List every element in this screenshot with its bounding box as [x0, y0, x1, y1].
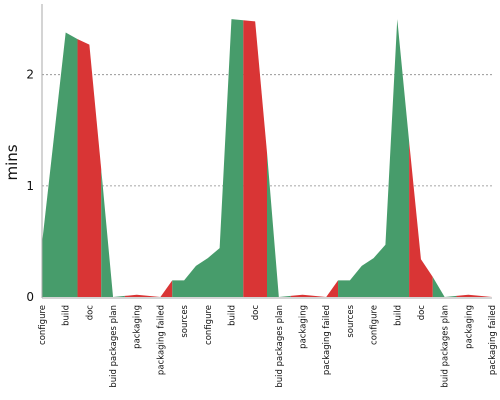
area-segment-failed [124, 280, 173, 297]
y-tick-labels: 0 1 2 [26, 68, 34, 304]
x-tick-label: buid packages plan [441, 305, 451, 388]
y-tick-label: 0 [26, 290, 34, 304]
x-tick-label: packaging failed [156, 305, 166, 375]
x-tick-label: configure [38, 305, 48, 345]
axes [41, 4, 492, 299]
x-tick-label: packaging failed [488, 305, 498, 375]
area-segments [42, 19, 492, 298]
area-segment-success [432, 276, 457, 297]
x-tick-label: sources [346, 304, 356, 337]
x-tick-label: build [62, 305, 72, 326]
x-tick-labels: configure build doc buid packages plan packa… [38, 304, 498, 387]
x-tick-label: build [227, 305, 237, 326]
area-segment-failed [456, 294, 492, 297]
y-tick-label: 1 [26, 179, 34, 193]
x-tick-label: configure [204, 305, 214, 345]
area-segment-success [338, 19, 410, 298]
area-segment-success [172, 19, 244, 298]
x-tick-label: doc [417, 305, 427, 321]
y-tick-label: 2 [26, 68, 34, 82]
y-axis-title: mins [3, 144, 21, 180]
x-tick-label: buid packages plan [275, 305, 285, 388]
area-segment-success [42, 32, 78, 297]
x-tick-label: sources [180, 304, 190, 337]
x-tick-label: doc [251, 305, 261, 321]
area-segment-success [267, 152, 291, 297]
x-tick-label: packaging failed [322, 305, 332, 375]
x-tick-label: packaging [464, 305, 474, 349]
x-tick-label: configure [370, 305, 380, 345]
area-segment-failed [77, 39, 102, 298]
x-tick-label: buid packages plan [109, 305, 119, 388]
area-segment-success [101, 169, 125, 297]
x-tick-label: doc [85, 305, 95, 321]
x-tick-label: build [393, 305, 403, 326]
x-tick-label: packaging [299, 305, 309, 349]
area-segment-failed [243, 20, 267, 297]
area-segment-failed [409, 141, 433, 297]
x-tick-label: packaging [133, 305, 143, 349]
area-segment-failed [290, 280, 339, 297]
